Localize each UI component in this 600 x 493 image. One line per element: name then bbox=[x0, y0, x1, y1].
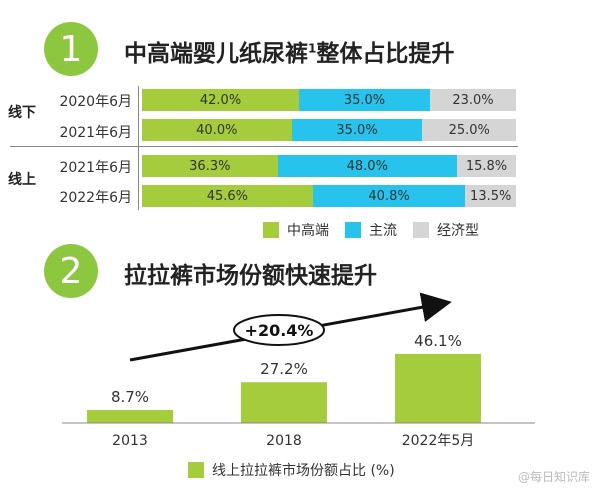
group-divider bbox=[10, 146, 518, 147]
legend-label: 经济型 bbox=[437, 223, 479, 239]
group-label-online: 线上 bbox=[8, 172, 36, 188]
legend-label: 线上拉拉裤市场份额占比 (%) bbox=[212, 463, 395, 479]
column-bar bbox=[241, 382, 327, 423]
bar-segment-econ: 23.0% bbox=[429, 89, 516, 111]
legend-label: 主流 bbox=[369, 223, 397, 239]
section-title-1-suffix: 整体占比提升 bbox=[316, 41, 455, 67]
group-label-offline: 线下 bbox=[8, 105, 36, 121]
bar-segment-high: 40.0% bbox=[142, 119, 292, 141]
column-bar bbox=[395, 353, 481, 423]
legend-column: 线上拉拉裤市场份额占比 (%) bbox=[188, 460, 395, 480]
x-tick-label: 2013 bbox=[112, 433, 148, 449]
watermark: @每日知识库 bbox=[517, 470, 590, 484]
section-title-1: 中高端婴儿纸尿裤1整体占比提升 bbox=[124, 34, 454, 68]
section-number-2: 2 bbox=[44, 244, 98, 298]
column-value-label: 27.2% bbox=[260, 360, 308, 378]
bar-segment-econ: 15.8% bbox=[456, 155, 516, 177]
stacked-bar: 42.0% 35.0% 23.0% bbox=[142, 89, 516, 111]
bar-segment-high: 36.3% bbox=[142, 155, 278, 177]
legend-swatch bbox=[345, 222, 361, 238]
column-value-label: 8.7% bbox=[111, 388, 149, 406]
bar-segment-high: 45.6% bbox=[142, 185, 313, 207]
row-label: 2021年6月 bbox=[59, 125, 132, 141]
bar-segment-main: 40.8% bbox=[312, 185, 466, 207]
stacked-bar: 36.3% 48.0% 15.8% bbox=[142, 155, 516, 177]
row-label: 2021年6月 bbox=[59, 160, 132, 176]
legend-swatch bbox=[188, 462, 204, 478]
axis-line bbox=[138, 86, 139, 210]
row-label: 2022年6月 bbox=[59, 190, 132, 206]
row-label: 2020年6月 bbox=[59, 94, 132, 110]
section-title-1-footnote: 1 bbox=[308, 41, 317, 56]
bar-segment-main: 35.0% bbox=[291, 119, 423, 141]
annotation-oval bbox=[233, 314, 325, 346]
bar-segment-high: 42.0% bbox=[142, 89, 300, 111]
section-title-2: 拉拉裤市场份额快速提升 bbox=[124, 263, 377, 289]
legend-item: 中高端 bbox=[263, 220, 329, 240]
bar-segment-econ: 13.5% bbox=[465, 185, 516, 207]
column-chart: +20.4% 8.7% 2013 27.2% 2018 46.1% 2022年5月 bbox=[62, 292, 535, 449]
x-tick-label: 2022年5月 bbox=[402, 433, 475, 449]
legend-swatch bbox=[413, 222, 429, 238]
legend-item: 经济型 bbox=[413, 220, 479, 240]
column-bar bbox=[87, 409, 173, 423]
section-title-1-main: 中高端婴儿纸尿裤 bbox=[124, 41, 308, 67]
annotation-label: +20.4% bbox=[245, 321, 314, 340]
section-number-1: 1 bbox=[44, 22, 98, 76]
x-tick-label: 2018 bbox=[266, 433, 302, 449]
legend-label: 中高端 bbox=[287, 223, 329, 239]
stacked-bar: 40.0% 35.0% 25.0% bbox=[142, 119, 516, 141]
legend-segments: 中高端 主流 经济型 bbox=[263, 220, 479, 240]
bar-segment-econ: 25.0% bbox=[422, 119, 516, 141]
bar-segment-main: 35.0% bbox=[299, 89, 430, 111]
bar-segment-main: 48.0% bbox=[277, 155, 457, 177]
column-value-label: 46.1% bbox=[414, 332, 462, 350]
stacked-bar: 45.6% 40.8% 13.5% bbox=[142, 185, 516, 207]
legend-item: 主流 bbox=[345, 220, 397, 240]
legend-swatch bbox=[263, 222, 279, 238]
